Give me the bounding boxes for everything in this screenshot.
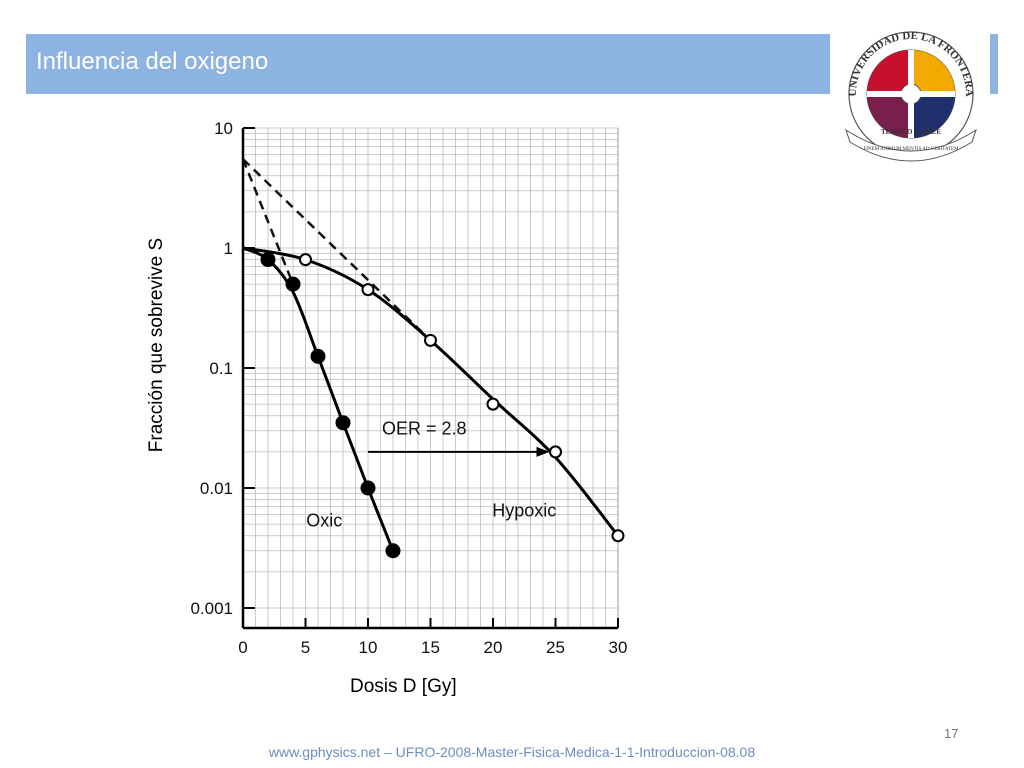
hypoxic-data-point bbox=[549, 445, 562, 459]
seal-motto-text: FINEM ANIMUM MENTIS AD VERITATEM bbox=[863, 147, 959, 152]
extrapolation-dashed-line bbox=[241, 158, 295, 285]
oxic-data-point bbox=[285, 276, 301, 292]
x-axis-label: Dosis D [Gy] bbox=[350, 676, 457, 697]
oer-arrow-head bbox=[536, 446, 550, 457]
hypoxic-data-point bbox=[424, 333, 437, 347]
hypoxic-data-point bbox=[299, 253, 312, 267]
y-tick-label: 0.1 bbox=[209, 359, 233, 378]
y-tick-label: 0.001 bbox=[190, 599, 233, 618]
chart-annotation-label: OER = 2.8 bbox=[382, 418, 467, 438]
seal-city-text: TEMUCO • CHILE bbox=[881, 128, 941, 136]
chart-annotation-label: Hypoxic bbox=[492, 500, 556, 520]
page-number: 17 bbox=[944, 726, 959, 741]
title-bar: Influencia del oxigeno bbox=[26, 34, 830, 94]
seal-quadrant-navy bbox=[911, 94, 955, 138]
annotation-layer: OER = 2.8 Oxic Hypoxic bbox=[306, 418, 556, 530]
x-tick-label: 5 bbox=[301, 638, 310, 657]
seal-quadrant-red bbox=[867, 50, 911, 94]
x-tick-label: 20 bbox=[484, 638, 503, 657]
hypoxic-data-point bbox=[361, 283, 375, 297]
hypoxic-data-point bbox=[486, 397, 500, 411]
x-tick-label: 30 bbox=[609, 638, 628, 657]
x-tick-label: 0 bbox=[238, 638, 247, 657]
oxic-data-point bbox=[360, 480, 376, 496]
oxic-data-point bbox=[385, 543, 401, 559]
slide-title: Influencia del oxigeno bbox=[36, 48, 269, 75]
y-tick-label: 0.01 bbox=[200, 479, 233, 498]
university-seal-logo: UNIVERSIDAD DE LA FRONTERA FINEM ANIMUM … bbox=[845, 30, 977, 162]
x-tick-label: 15 bbox=[421, 638, 440, 657]
x-tick-label: 10 bbox=[359, 638, 378, 657]
hypoxic-data-point bbox=[611, 529, 625, 543]
seal-cross-horizontal bbox=[867, 91, 955, 97]
seal-quadrant-purple bbox=[867, 94, 911, 138]
axis-layer: 0.001 0.01 0.1 1 10 0 5 10 15 20 25 30 bbox=[190, 119, 627, 657]
series-layer bbox=[241, 158, 625, 559]
y-axis-label: Fracción que sobrevive S bbox=[146, 237, 167, 453]
chart-annotation-label: Oxic bbox=[306, 510, 342, 530]
oxic-data-point bbox=[310, 348, 326, 364]
y-tick-label: 1 bbox=[224, 239, 233, 258]
x-tick-label: 25 bbox=[546, 638, 565, 657]
title-accent-bar bbox=[990, 34, 998, 94]
extrapolation-dashed-line bbox=[242, 158, 432, 342]
grid-layer bbox=[242, 127, 619, 628]
footer-source: www.gphysics.net – UFRO-2008-Master-Fisi… bbox=[268, 744, 756, 760]
oxic-data-point bbox=[335, 415, 351, 431]
seal-quadrant-orange bbox=[911, 50, 955, 94]
oxic-data-point bbox=[260, 252, 276, 268]
seal-ribbon bbox=[845, 128, 977, 162]
y-tick-label: 10 bbox=[214, 119, 233, 138]
